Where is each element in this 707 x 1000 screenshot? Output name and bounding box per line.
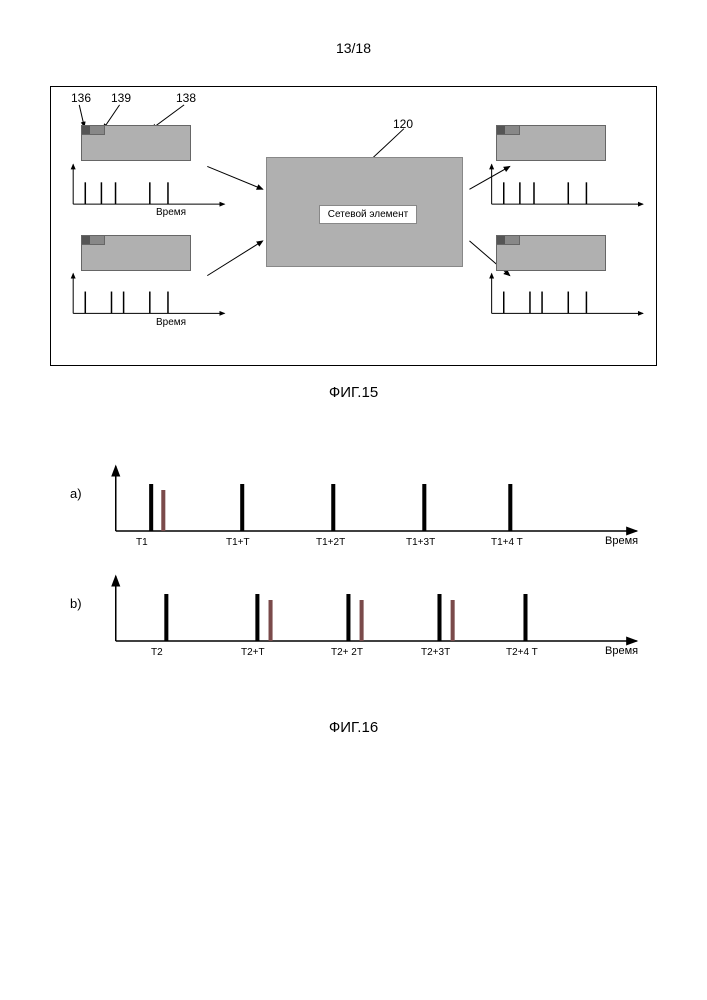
fig16-tick-label: T1+3T	[406, 537, 435, 548]
axis-label-2: Время	[156, 317, 186, 328]
network-element-label: Сетевой элемент	[319, 205, 417, 224]
fig16-tick-label: T2+4 T	[506, 647, 538, 658]
fig16-row-a-label: a)	[70, 486, 82, 501]
label-120: 120	[393, 117, 413, 131]
fig15-caption: ФИГ.15	[50, 384, 657, 401]
fig16-tick-label: T1+T	[226, 537, 250, 548]
axis-label-1: Время	[156, 207, 186, 218]
label-139: 139	[111, 91, 131, 105]
packet-in-2	[81, 235, 191, 271]
fig15-container: 136 139 138 120 Сетевой элемент Время Вр…	[50, 86, 657, 366]
fig16-tick-label: T1+4 T	[491, 537, 523, 548]
fig16-tick-label: T1+2T	[316, 537, 345, 548]
packet-in-1	[81, 125, 191, 161]
fig16-caption: ФИГ.16	[50, 719, 657, 736]
fig16-tick-label: T2+3T	[421, 647, 450, 658]
fig16-tick-label: T1	[136, 537, 148, 548]
fig16-row-b-label: b)	[70, 596, 82, 611]
fig16-tick-label: T2+T	[241, 647, 265, 658]
fig16-axis-label-b: Время	[605, 645, 638, 657]
packet-out-1	[496, 125, 606, 161]
label-136: 136	[71, 91, 91, 105]
packet-out-2	[496, 235, 606, 271]
page-number: 13/18	[50, 40, 657, 56]
label-138: 138	[176, 91, 196, 105]
fig16-axis-label-a: Время	[605, 535, 638, 547]
fig16-tick-label: T2+ 2T	[331, 647, 363, 658]
fig16-container: a) b) Время Время T1 T1+T T1+2T T1+3T T1+4 T…	[50, 461, 657, 701]
fig16-svg	[50, 461, 657, 701]
fig16-tick-label: T2	[151, 647, 163, 658]
